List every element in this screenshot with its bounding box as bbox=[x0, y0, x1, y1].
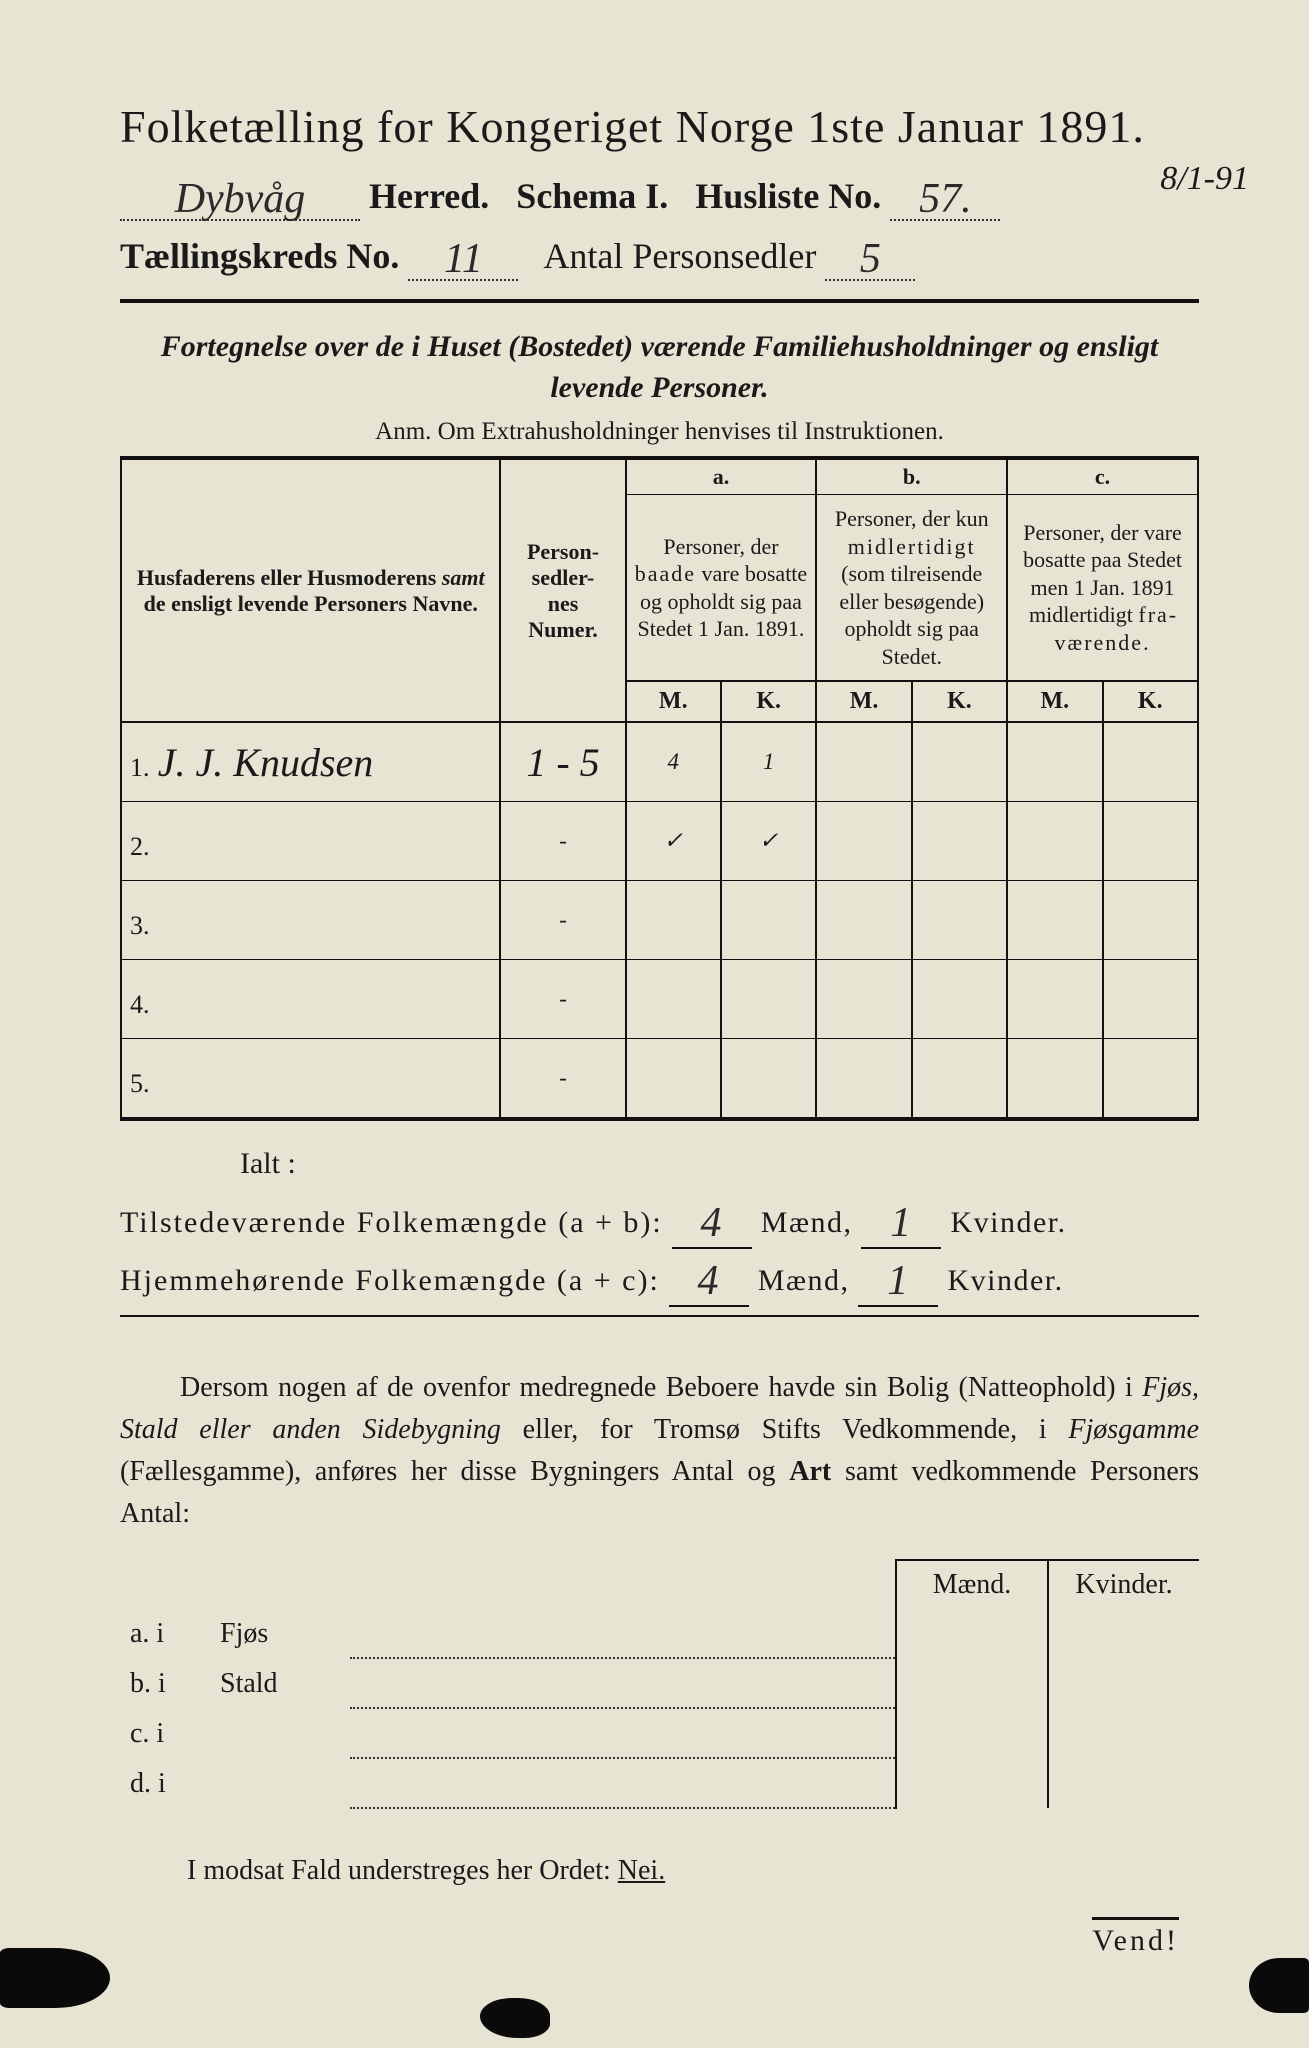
nei-word: Nei. bbox=[618, 1855, 665, 1886]
table-row: 3. - bbox=[121, 881, 1198, 960]
kreds-value: 11 bbox=[444, 236, 483, 282]
col-header-name: Husfaderens eller Husmode­rens samt de e… bbox=[121, 458, 500, 722]
col-letter-b: b. bbox=[816, 458, 1007, 495]
header-line-herred: Dybvåg Herred. Schema I. Husliste No. 57… bbox=[120, 171, 1199, 221]
ink-blot-icon bbox=[0, 1948, 110, 2008]
kreds-label: Tællingskreds No. bbox=[120, 236, 399, 276]
fjos-row: c. i bbox=[120, 1708, 1199, 1758]
fjos-table: Mænd. Kvinder. a. iFjøs b. iStald c. i d… bbox=[120, 1559, 1199, 1809]
col-c-k: K. bbox=[1103, 681, 1198, 722]
ialt-label: Ialt : bbox=[240, 1147, 1199, 1181]
fjos-row: a. iFjøs bbox=[120, 1609, 1199, 1658]
husliste-label: Husliste No. bbox=[695, 176, 881, 216]
table-row: 4. - bbox=[121, 960, 1198, 1039]
ink-blot-icon bbox=[480, 1998, 550, 2038]
col-header-a: Personer, der baade vare bo­satte og oph… bbox=[626, 495, 817, 682]
fjos-row: b. iStald bbox=[120, 1658, 1199, 1708]
col-header-c: Personer, der vare bosatte paa Stedet me… bbox=[1007, 495, 1198, 682]
personsedler-label: Antal Personsedler bbox=[543, 236, 816, 276]
total-resident: Hjemmehørende Folkemængde (a + c): 4 Mæn… bbox=[120, 1253, 1199, 1303]
maend-label-2: Mænd, bbox=[758, 1264, 850, 1297]
header-line-kreds: Tællingskreds No. 11 Antal Personsedler … bbox=[120, 231, 1199, 281]
col-letter-a: a. bbox=[626, 458, 817, 495]
col-a-m: M. bbox=[626, 681, 721, 722]
divider bbox=[120, 299, 1199, 303]
fjos-paragraph: Dersom nogen af de ovenfor medregnede Be… bbox=[120, 1367, 1199, 1535]
form-title: Folketælling for Kongeriget Norge 1ste J… bbox=[120, 100, 1199, 153]
present-m: 4 bbox=[672, 1199, 752, 1249]
divider-2 bbox=[120, 1315, 1199, 1317]
nei-line: I modsat Fald understreges her Ordet: Ne… bbox=[120, 1855, 1199, 1887]
fjos-hdr-m: Mænd. bbox=[896, 1560, 1048, 1609]
col-letter-c: c. bbox=[1007, 458, 1198, 495]
ink-blot-icon bbox=[1249, 1958, 1309, 2013]
col-b-k: K. bbox=[912, 681, 1007, 722]
total-present: Tilstedeværende Folkemængde (a + b): 4 M… bbox=[120, 1195, 1199, 1245]
census-table: Husfaderens eller Husmode­rens samt de e… bbox=[120, 456, 1199, 1121]
table-body: 1. J. J. Knudsen1 - 5412. -✓✓3. -4. -5. … bbox=[121, 722, 1198, 1119]
form-anm: Anm. Om Extrahusholdninger henvises til … bbox=[120, 418, 1199, 446]
maend-label: Mænd, bbox=[761, 1206, 853, 1239]
resident-label: Hjemmehørende Folkemængde (a + c): bbox=[120, 1264, 660, 1297]
herred-value: Dybvåg bbox=[175, 176, 306, 222]
kvinder-label: Kvinder. bbox=[950, 1206, 1066, 1239]
present-label: Tilstedeværende Folkemængde (a + b): bbox=[120, 1206, 663, 1239]
fjos-hdr-k: Kvinder. bbox=[1048, 1560, 1199, 1609]
col-header-num: Person-sedler-nesNumer. bbox=[500, 458, 625, 722]
resident-m: 4 bbox=[669, 1257, 749, 1307]
col-b-m: M. bbox=[816, 681, 911, 722]
table-row: 2. -✓✓ bbox=[121, 802, 1198, 881]
nei-text: I modsat Fald understreges her Ordet: bbox=[187, 1855, 611, 1886]
schema-label: Schema I. bbox=[516, 176, 668, 216]
col-c-m: M. bbox=[1007, 681, 1102, 722]
table-row: 1. J. J. Knudsen1 - 541 bbox=[121, 722, 1198, 802]
herred-label: Herred. bbox=[369, 176, 489, 216]
date-annotation: 8/1-91 bbox=[1160, 160, 1249, 198]
col-header-b: Personer, der kun midler­tidigt (som til… bbox=[816, 495, 1007, 682]
fjos-body: a. iFjøs b. iStald c. i d. i bbox=[120, 1609, 1199, 1808]
fjos-row: d. i bbox=[120, 1758, 1199, 1808]
present-k: 1 bbox=[861, 1199, 941, 1249]
table-row: 5. - bbox=[121, 1039, 1198, 1120]
resident-k: 1 bbox=[858, 1257, 938, 1307]
husliste-value: 57. bbox=[919, 176, 972, 222]
personsedler-value: 5 bbox=[860, 236, 881, 282]
vend-label: Vend! bbox=[1092, 1917, 1179, 1958]
col-a-k: K. bbox=[721, 681, 816, 722]
census-form-page: Folketælling for Kongeriget Norge 1ste J… bbox=[0, 0, 1309, 1947]
form-subtitle: Fortegnelse over de i Huset (Bostedet) v… bbox=[150, 327, 1169, 408]
kvinder-label-2: Kvinder. bbox=[947, 1264, 1063, 1297]
